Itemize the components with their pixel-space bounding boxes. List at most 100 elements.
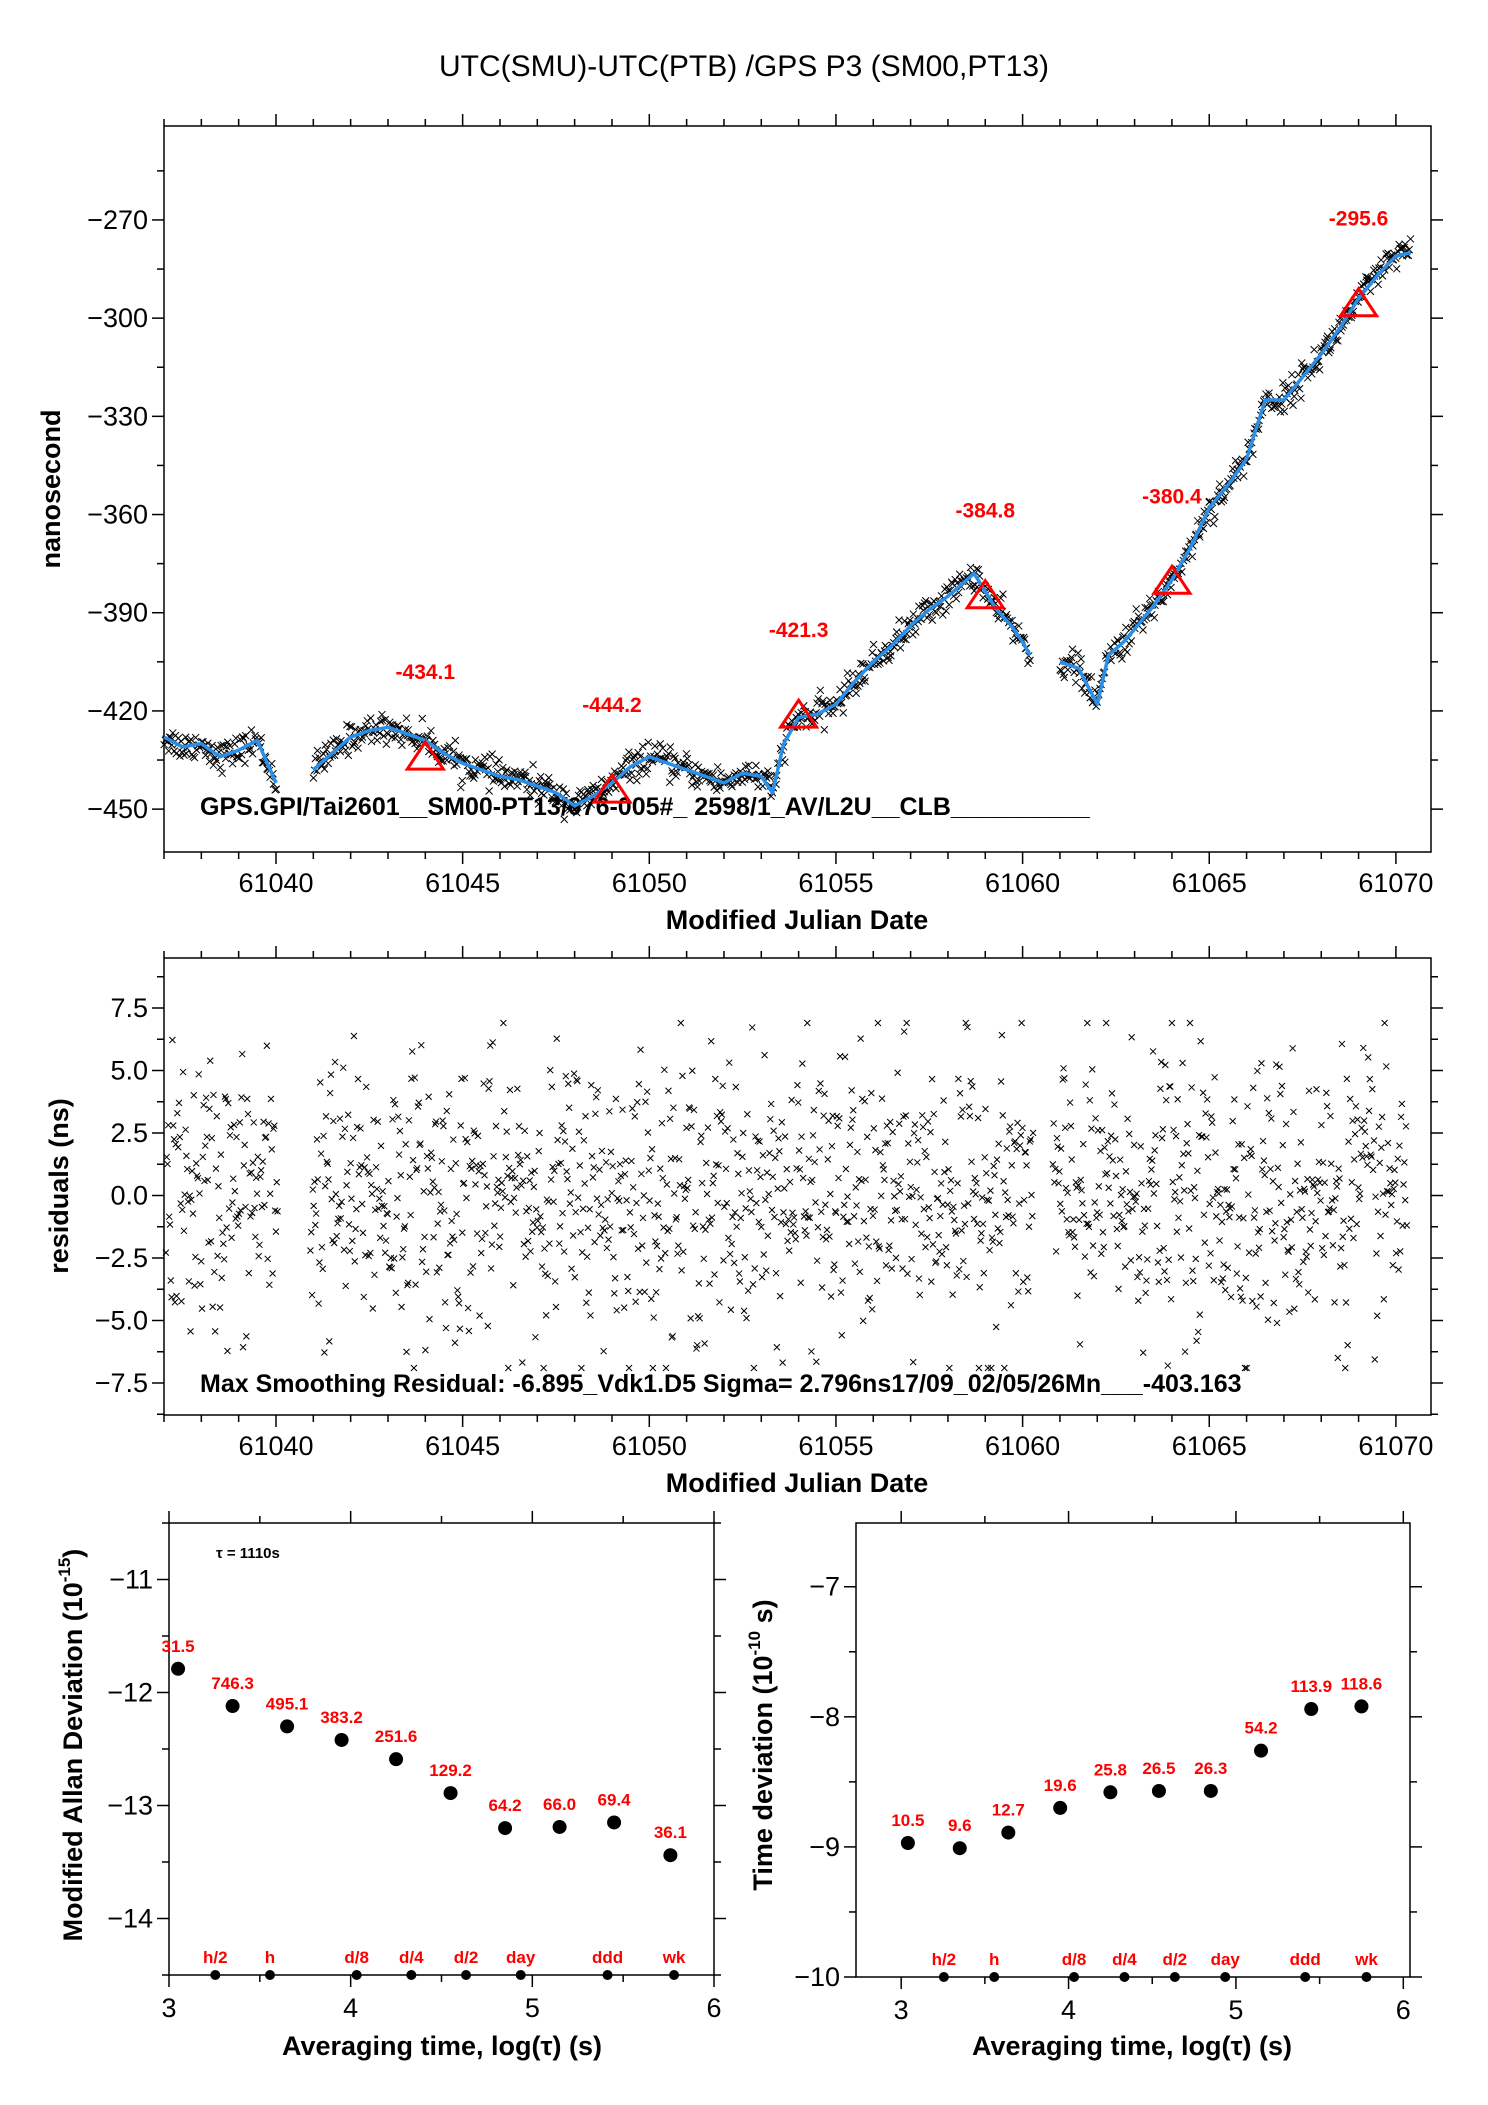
data-point — [1071, 678, 1080, 687]
residual-point — [403, 1348, 410, 1356]
residual-point — [647, 1154, 654, 1162]
data-point — [624, 748, 633, 756]
residual-point — [889, 1128, 897, 1136]
residual-point — [523, 1207, 530, 1215]
residual-point — [1287, 1216, 1295, 1224]
residual-point — [448, 1217, 456, 1225]
residual-point — [574, 1194, 582, 1201]
data-point — [471, 771, 479, 779]
residual-point — [550, 1167, 558, 1175]
residual-point — [879, 1161, 887, 1169]
residual-point — [1152, 1131, 1159, 1139]
data-point — [1284, 381, 1293, 390]
data-point — [1077, 654, 1085, 663]
data-point — [627, 769, 636, 777]
residual-point — [1159, 1125, 1167, 1133]
residual-point — [1091, 1199, 1099, 1206]
residual-point — [1123, 1200, 1131, 1208]
residual-point — [1243, 1364, 1251, 1372]
chart1-plot-frame — [163, 125, 1432, 853]
y-tick-label: −390 — [87, 598, 148, 628]
data-point — [495, 755, 503, 764]
residual-point — [1250, 1214, 1258, 1221]
residual-point — [711, 1075, 719, 1083]
residual-point — [1096, 1211, 1104, 1219]
residual-point — [485, 1085, 492, 1092]
residual-point — [409, 1156, 417, 1164]
residual-point — [800, 1213, 808, 1220]
data-point — [974, 565, 983, 574]
residual-point — [319, 1265, 327, 1273]
residual-point — [998, 1031, 1006, 1039]
residual-point — [980, 1269, 988, 1277]
residual-point — [249, 1159, 257, 1167]
data-point — [1026, 656, 1034, 665]
residual-point — [190, 1091, 198, 1099]
residual-point — [572, 1208, 580, 1216]
residual-point — [1081, 1253, 1089, 1260]
residual-point — [518, 1359, 526, 1366]
residual-point — [1085, 1223, 1093, 1231]
residual-point — [761, 1051, 768, 1059]
data-point — [552, 1819, 567, 1834]
residual-point — [274, 1208, 281, 1215]
residual-point — [697, 1132, 705, 1140]
residual-point — [1000, 1177, 1007, 1185]
residual-point — [1134, 1273, 1141, 1281]
residual-point — [901, 1215, 909, 1223]
residual-point — [1227, 1293, 1235, 1301]
residual-point — [1298, 1205, 1306, 1213]
residual-point — [1108, 1090, 1116, 1097]
residual-point — [369, 1305, 377, 1312]
residual-point — [740, 1307, 748, 1315]
residual-point — [631, 1113, 639, 1120]
residual-point — [1007, 1301, 1015, 1309]
residual-point — [688, 1123, 695, 1130]
residual-point — [796, 1166, 804, 1173]
residual-point — [394, 1113, 402, 1121]
data-point — [764, 767, 772, 775]
residual-point — [1291, 1177, 1299, 1185]
data-point — [1231, 456, 1240, 465]
residual-point — [180, 1227, 188, 1235]
residual-point — [273, 1178, 281, 1186]
residual-point — [739, 1129, 747, 1137]
residual-point — [218, 1274, 226, 1282]
residual-point — [859, 1317, 867, 1325]
residual-point — [1393, 1218, 1401, 1225]
residual-point — [1051, 1165, 1059, 1173]
residual-point — [318, 1243, 326, 1251]
residual-point — [1147, 1181, 1154, 1189]
data-point — [234, 752, 242, 761]
residual-point — [174, 1109, 181, 1117]
residual-point — [514, 1085, 521, 1093]
residual-point — [957, 1113, 965, 1120]
residual-point — [741, 1253, 749, 1261]
residual-point — [778, 1118, 786, 1126]
residual-point — [390, 1255, 398, 1262]
residual-point — [1373, 1250, 1380, 1257]
residual-point — [398, 1303, 405, 1311]
residual-point — [608, 1189, 616, 1197]
residual-point — [1053, 1134, 1061, 1142]
time-marker-dot — [1220, 1972, 1231, 1982]
residual-point — [776, 1292, 784, 1300]
data-point — [671, 754, 679, 763]
residual-point — [513, 1184, 520, 1191]
residual-point — [453, 1210, 460, 1218]
residual-point — [385, 1177, 392, 1185]
residual-point — [317, 1150, 325, 1158]
residual-point — [679, 1072, 686, 1080]
data-point — [190, 753, 199, 762]
residual-point — [349, 1134, 357, 1142]
residual-point — [222, 1095, 230, 1103]
residual-point — [805, 1155, 813, 1163]
residual-point — [1203, 1096, 1211, 1103]
residual-point — [1109, 1157, 1117, 1164]
residual-point — [592, 1110, 599, 1118]
residual-point — [584, 1224, 592, 1232]
residual-point — [1077, 1176, 1085, 1184]
residual-point — [628, 1105, 636, 1112]
residual-point — [642, 1098, 649, 1106]
residual-point — [336, 1115, 344, 1123]
